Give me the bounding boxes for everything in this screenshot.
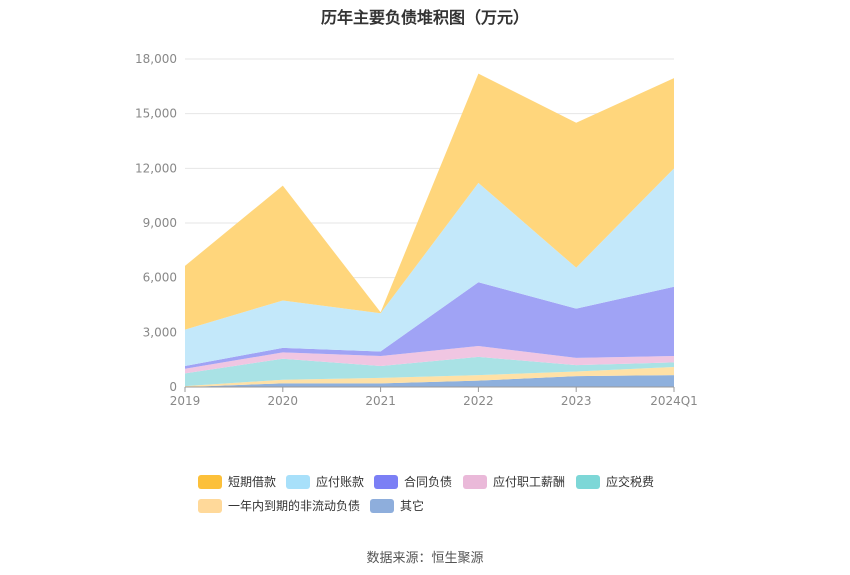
legend-item-other[interactable]: 其它: [370, 497, 424, 514]
legend-swatch: [370, 498, 394, 513]
legend-label: 合同负债: [404, 475, 453, 489]
legend-label: 应付账款: [316, 475, 365, 489]
legend-swatch: [286, 474, 310, 489]
x-tick-label: 2023: [561, 394, 592, 408]
x-tick-label: 2021: [365, 394, 396, 408]
data-source: 数据来源：恒生聚源: [366, 551, 484, 566]
legend-item-contract-liabilities[interactable]: 合同负债: [374, 473, 452, 490]
y-tick-label: 0: [169, 380, 177, 394]
chart-title: 历年主要负债堆积图（万元）: [320, 8, 529, 27]
y-tick-label: 9,000: [143, 216, 177, 230]
legend-item-current-noncurrent-liabilities[interactable]: 一年内到期的非流动负债: [198, 497, 360, 514]
y-tick-label: 18,000: [135, 52, 177, 66]
y-tick-label: 3,000: [143, 325, 177, 339]
area-series: [185, 282, 674, 369]
legend-label: 短期借款: [228, 475, 277, 489]
area-series: [185, 346, 674, 374]
y-tick-label: 12,000: [135, 161, 177, 175]
legend-label: 应交税费: [606, 475, 655, 489]
legend-item-taxes-payable[interactable]: 应交税费: [576, 473, 654, 490]
x-tick-label: 2022: [463, 394, 494, 408]
x-tick-label: 2024Q1: [650, 394, 698, 408]
legend-label: 一年内到期的非流动负债: [228, 499, 361, 513]
legend-swatch: [198, 474, 222, 489]
legend-label: 其它: [400, 499, 425, 513]
x-tick-label: 2019: [170, 394, 201, 408]
y-tick-label: 15,000: [135, 107, 177, 121]
area-series: [185, 168, 674, 367]
area-series: [185, 73, 674, 330]
legend-swatch: [576, 474, 600, 489]
y-tick-label: 6,000: [143, 271, 177, 285]
area-series: [185, 366, 674, 387]
area-series: [185, 356, 674, 387]
legend-item-short-term-loans[interactable]: 短期借款: [198, 473, 276, 490]
x-tick-label: 2020: [268, 394, 299, 408]
legend-item-employee-payables[interactable]: 应付职工薪酬: [463, 473, 565, 490]
legend-swatch: [198, 498, 222, 513]
legend-swatch: [463, 474, 487, 489]
legend-swatch: [374, 474, 398, 489]
legend-item-accounts-payable[interactable]: 应付账款: [286, 473, 364, 490]
legend-label: 应付职工薪酬: [493, 475, 566, 489]
area-series: [185, 375, 674, 387]
